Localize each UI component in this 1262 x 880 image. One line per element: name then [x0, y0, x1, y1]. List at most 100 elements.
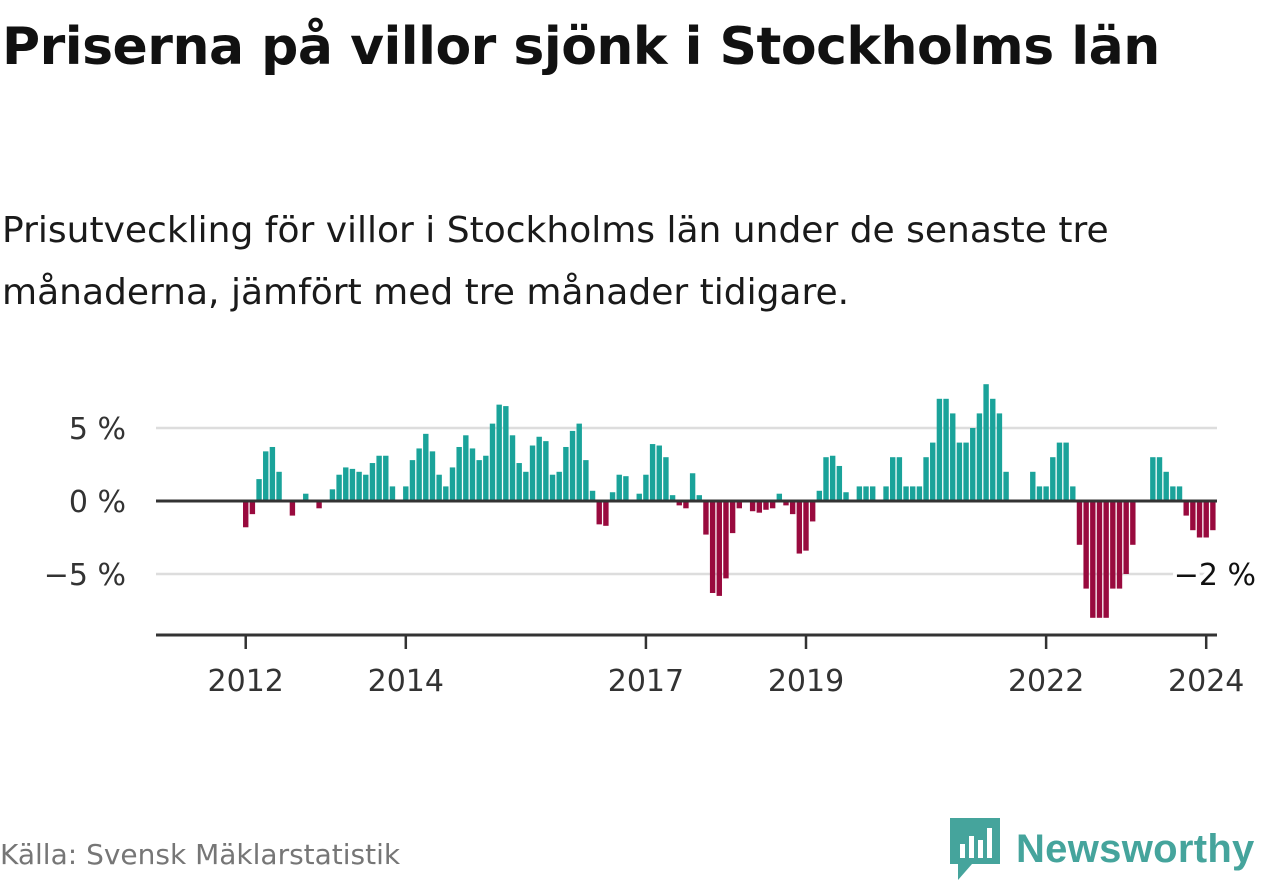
bar [863, 486, 869, 501]
bar [916, 486, 923, 501]
bar [783, 501, 789, 506]
bar [910, 486, 916, 501]
bar [636, 493, 642, 501]
bar [856, 486, 863, 501]
x-tick-label: 2019 [768, 664, 844, 699]
bar [936, 398, 943, 501]
bar [336, 474, 342, 501]
bar [529, 445, 536, 501]
bar [963, 442, 969, 501]
bar [649, 444, 656, 501]
x-tick-label: 2014 [368, 664, 444, 699]
bar [716, 501, 722, 596]
bar [1076, 501, 1083, 545]
last-value-label: −2 % [1174, 558, 1256, 593]
bar [703, 501, 709, 535]
bar [1176, 486, 1183, 501]
bar [1156, 457, 1163, 501]
bar [1116, 501, 1123, 589]
bar [269, 446, 276, 501]
bar [1036, 486, 1043, 501]
bar [556, 471, 562, 501]
bar [1203, 501, 1209, 538]
bar [469, 448, 476, 501]
bar [896, 457, 903, 501]
x-tick-label: 2017 [608, 664, 684, 699]
bar [1063, 442, 1069, 501]
bar [923, 457, 929, 501]
bar [589, 490, 596, 501]
bar [643, 474, 649, 501]
bar [536, 436, 542, 501]
bar [1190, 501, 1196, 531]
x-tick-label: 2012 [208, 664, 284, 699]
bar [549, 474, 556, 501]
bar [1150, 457, 1156, 501]
bar [256, 479, 262, 501]
bar [983, 384, 989, 501]
bar [676, 501, 682, 506]
bar [1183, 501, 1189, 516]
bar [970, 428, 976, 501]
bar [263, 451, 269, 501]
bar [943, 398, 949, 501]
bar [1030, 471, 1036, 501]
bar [956, 442, 963, 501]
bar [823, 457, 829, 501]
bar [543, 441, 549, 501]
bar [763, 501, 769, 510]
bar [843, 492, 849, 501]
bar [303, 493, 309, 501]
bar [249, 501, 256, 515]
bar [870, 486, 876, 501]
bar [509, 435, 516, 501]
bar [689, 473, 696, 501]
bar [663, 457, 669, 501]
bar [1130, 501, 1136, 545]
bar [483, 455, 489, 501]
bar [243, 501, 249, 528]
bar [756, 501, 763, 513]
bar [316, 501, 322, 509]
bar [883, 486, 889, 501]
source-note: Källa: Svensk Mäklarstatistik [0, 838, 401, 871]
x-tick-label: 2024 [1168, 664, 1244, 699]
bar [389, 486, 396, 501]
bar [903, 486, 909, 501]
bar [656, 445, 662, 501]
bar [1110, 501, 1116, 589]
bar [616, 474, 622, 501]
bar [496, 404, 502, 501]
bar [1050, 457, 1056, 501]
bar [516, 463, 522, 501]
y-tick-label: 5 % [69, 412, 126, 447]
bar [1083, 501, 1089, 589]
bar [1170, 486, 1176, 501]
bar [816, 490, 823, 501]
bar [583, 460, 589, 501]
bar [890, 457, 896, 501]
bar [609, 492, 616, 501]
bar [416, 448, 422, 501]
bar [563, 446, 569, 501]
bar [569, 430, 576, 501]
x-tick-label: 2022 [1008, 664, 1084, 699]
bar [723, 501, 729, 579]
bar [349, 468, 356, 501]
bar [1056, 442, 1063, 501]
y-tick-label: 0 % [69, 485, 126, 520]
bar [289, 501, 296, 516]
bar [736, 501, 742, 509]
bar [769, 501, 776, 509]
bar [443, 486, 449, 501]
bar [1003, 471, 1009, 501]
bar-chart: 5 %0 %−5 %2012 2014 2017 2019 2022 2024−2 %−2… [44, 384, 1260, 699]
bar [696, 495, 702, 501]
brand-logo: Newsworthy [950, 818, 1255, 880]
bar [1210, 501, 1216, 531]
bar [376, 455, 382, 501]
bar [623, 476, 629, 501]
bar [403, 486, 409, 501]
bar [276, 471, 282, 501]
bar [803, 501, 809, 551]
